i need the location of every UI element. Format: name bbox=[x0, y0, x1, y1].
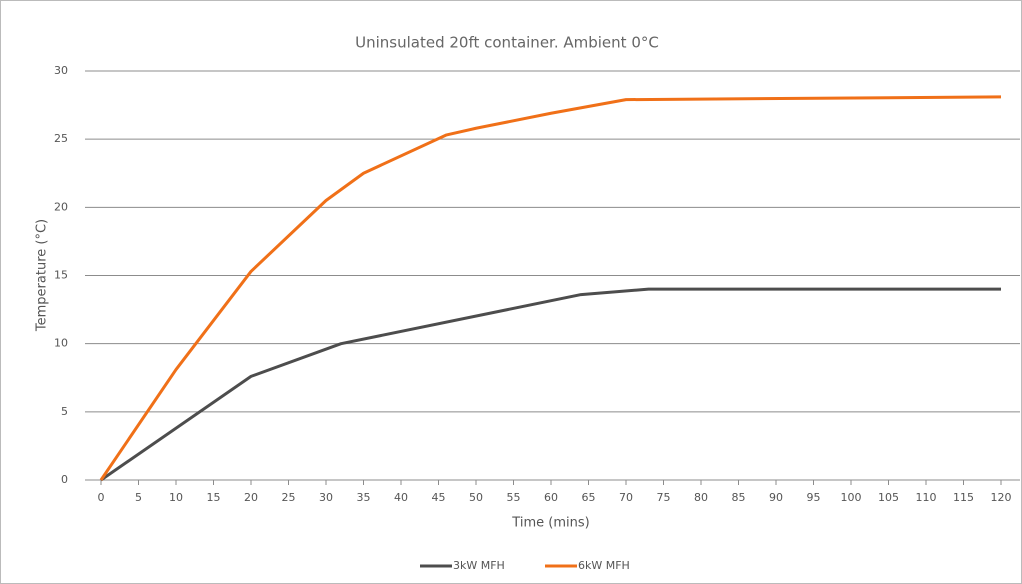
legend-label: 6kW MFH bbox=[578, 559, 630, 572]
x-tick-label: 65 bbox=[582, 491, 596, 504]
y-tick-label: 25 bbox=[54, 132, 68, 145]
chart-title: Uninsulated 20ft container. Ambient 0°C bbox=[355, 34, 659, 52]
x-tick-label: 5 bbox=[135, 491, 142, 504]
data-line bbox=[99, 95, 1002, 481]
x-axis-label: Time (mins) bbox=[511, 516, 589, 531]
x-tick-label: 35 bbox=[357, 491, 371, 504]
x-tick-label: 20 bbox=[244, 491, 258, 504]
x-tick-label: 115 bbox=[953, 491, 974, 504]
x-tick-label: 50 bbox=[469, 491, 483, 504]
x-tick-label: 55 bbox=[507, 491, 521, 504]
x-tick-label: 90 bbox=[769, 491, 783, 504]
x-tick-label: 120 bbox=[991, 491, 1012, 504]
x-tick-label: 40 bbox=[394, 491, 408, 504]
x-tick-label: 70 bbox=[619, 491, 633, 504]
x-tick-label: 100 bbox=[841, 491, 862, 504]
x-tick-label: 45 bbox=[432, 491, 446, 504]
x-tick-label: 80 bbox=[694, 491, 708, 504]
data-line bbox=[100, 287, 1001, 482]
x-tick-label: 0 bbox=[98, 491, 105, 504]
y-tick-label: 5 bbox=[61, 405, 68, 418]
y-tick-label: 30 bbox=[54, 64, 68, 77]
x-tick-label: 30 bbox=[319, 491, 333, 504]
y-axis-label: Temperature (°C) bbox=[35, 219, 50, 332]
x-tick-label: 95 bbox=[807, 491, 821, 504]
y-tick-label: 15 bbox=[54, 269, 68, 282]
x-tick-label: 10 bbox=[169, 491, 183, 504]
x-tick-label: 105 bbox=[878, 491, 899, 504]
x-tick-label: 85 bbox=[732, 491, 746, 504]
x-tick-label: 110 bbox=[916, 491, 937, 504]
y-tick-label: 10 bbox=[54, 337, 68, 350]
legend-label: 3kW MFH bbox=[453, 559, 505, 572]
x-tick-label: 60 bbox=[544, 491, 558, 504]
x-tick-label: 15 bbox=[207, 491, 221, 504]
y-tick-label: 20 bbox=[54, 200, 68, 213]
y-tick-label: 0 bbox=[61, 473, 68, 486]
x-tick-label: 75 bbox=[657, 491, 671, 504]
x-tick-label: 25 bbox=[282, 491, 296, 504]
